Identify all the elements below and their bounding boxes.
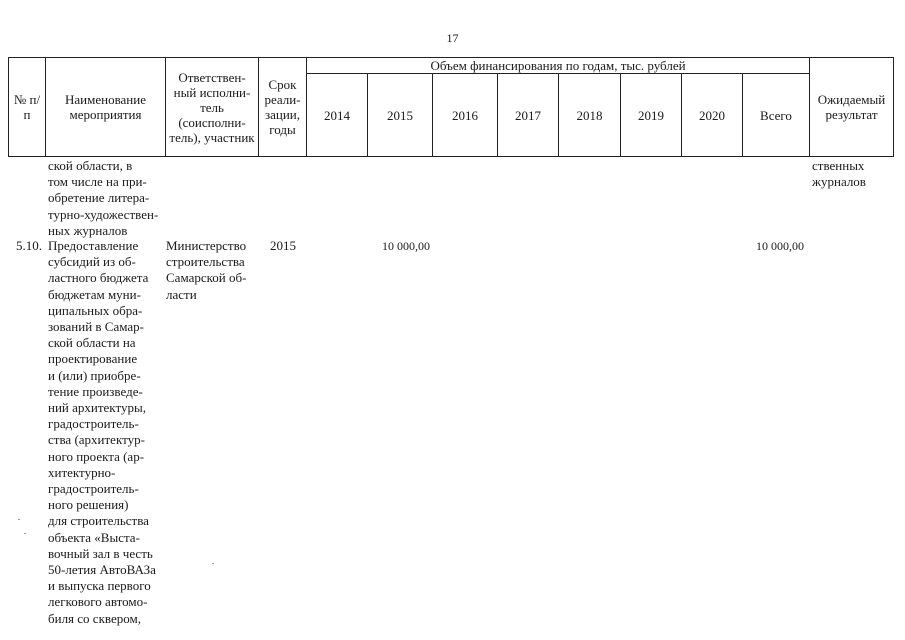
header-total: Всего (742, 73, 810, 157)
header-term: Срок реали-зации, годы (258, 57, 307, 157)
continued-result-cell: ственных журналов (812, 158, 896, 190)
text-line: вочный зал в честь (48, 545, 153, 561)
text-line: и выпуска первого (48, 578, 151, 594)
row-term: 2015 (270, 238, 296, 253)
text-line: Самарской об- (166, 270, 247, 286)
text-line: градостроитель- (48, 416, 139, 432)
text-line: и (или) приобре- (48, 367, 141, 383)
row-executor-cell: Министерство строительства Самарской об-… (166, 238, 258, 303)
text-line: хитектурно- (48, 464, 116, 480)
scan-speck (212, 563, 214, 564)
header-year-2015: 2015 (367, 73, 433, 157)
text-line: ства (архитектур- (48, 432, 145, 448)
text-line: ного решения) (48, 497, 129, 513)
text-line: ных журналов (48, 222, 128, 238)
text-line: Предоставление (48, 238, 139, 253)
text-line: турно-художествен- (48, 206, 159, 222)
text-line: субсидий из об- (48, 254, 136, 270)
text-line: проектирование (48, 351, 138, 367)
row-amount-2015: 10 000,00 (382, 239, 430, 253)
text-line: Министерство (166, 238, 247, 253)
header-name: Наименование мероприятия (45, 57, 166, 157)
text-line: обретение литера- (48, 190, 150, 206)
text-line: том числе на при- (48, 174, 147, 190)
text-line: биля со сквером, (48, 610, 141, 626)
header-result: Ожидаемый результат (809, 57, 894, 157)
page-number: 17 (446, 31, 459, 45)
row-number: 5.10. (16, 238, 42, 253)
continued-name-cell: ской области, в том числе на при- обрете… (48, 158, 168, 239)
text-line: объекта «Выста- (48, 529, 140, 545)
text-line: легкового автомо- (48, 594, 148, 610)
text-line: ципальных обра- (48, 302, 143, 318)
text-line: ний архитектуры, (48, 400, 146, 416)
text-line: ласти (166, 286, 197, 302)
row-total: 10 000,00 (756, 239, 804, 253)
row-name-cell: Предоставление субсидий из об- ластного … (48, 238, 168, 627)
text-line: градостроитель- (48, 481, 139, 497)
header-year-2014: 2014 (306, 73, 368, 157)
header-num: № п/п (8, 57, 46, 157)
text-line: 50-летия АвтоВАЗа (48, 562, 156, 578)
scan-speck (18, 519, 20, 520)
text-line: ластного бюджета (48, 270, 149, 286)
header-year-2019: 2019 (620, 73, 682, 157)
scan-speck (24, 533, 26, 534)
header-year-2018: 2018 (558, 73, 621, 157)
header-year-2020: 2020 (681, 73, 743, 157)
text-line: зований в Самар- (48, 319, 144, 335)
header-year-2017: 2017 (497, 73, 559, 157)
text-line: ственных (812, 158, 865, 173)
header-year-2016: 2016 (432, 73, 498, 157)
text-line: бюджетам муни- (48, 286, 141, 302)
text-line: для строительства (48, 513, 149, 529)
text-line: ской области на (48, 335, 136, 351)
text-line: тение произведе- (48, 383, 143, 399)
text-line: ного проекта (ар- (48, 448, 145, 464)
text-line: журналов (812, 174, 866, 190)
header-funding: Объем финансирования по годам, тыс. рубл… (306, 57, 810, 74)
text-line: ской области, в (48, 158, 133, 173)
text-line: строительства (166, 254, 245, 270)
table-header: № п/п Наименование мероприятия Ответстве… (8, 57, 894, 157)
header-executor: Ответствен-ный исполни-тель (соисполни-т… (165, 57, 259, 157)
